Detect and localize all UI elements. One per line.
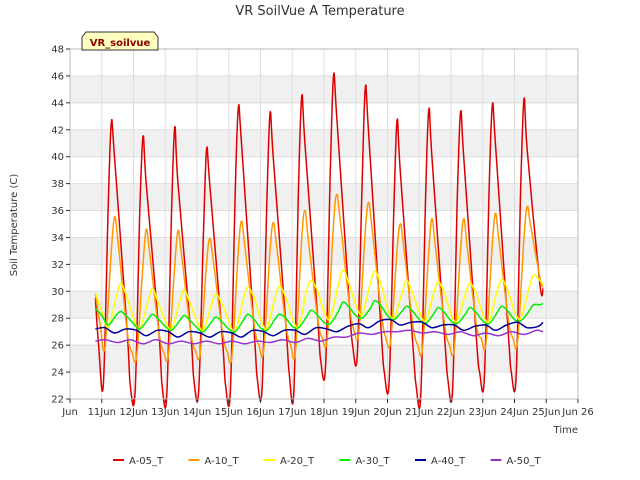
x-tick-label: 16Jun [246, 407, 274, 418]
y-axis-label: Soil Temperature (C) [9, 174, 20, 277]
legend-label: A-30_T [356, 456, 391, 467]
series-line-a-10-t [94, 193, 544, 364]
x-tick-label: 21Jun [405, 407, 433, 418]
x-tick-label: 24Jun [500, 407, 528, 418]
y-tick-label: 26 [51, 341, 64, 352]
y-tick-label: 22 [51, 395, 64, 406]
legend-label: A-20_T [280, 456, 315, 467]
y-tick-label: 48 [51, 45, 64, 56]
y-tick-label: 40 [51, 152, 64, 163]
series-line-a-40-t [95, 318, 544, 338]
x-tick-label: 11Jun [88, 407, 116, 418]
x-axis-label: Time [553, 425, 578, 436]
station-badge: VR_soilvue [81, 31, 159, 51]
x-tick-label: 17Jun [278, 407, 306, 418]
chart-title: VR SoilVue A Temperature [235, 4, 404, 19]
series-line-a-50-t [95, 329, 544, 345]
x-axis-ticks: Jun 11Jun 12Jun 13Jun 14Jun 15Jun 16Jun 17Jun 18… [61, 399, 594, 418]
legend-label: A-50_T [507, 456, 542, 467]
badge-label: VR_soilvue [90, 38, 151, 49]
x-tick-label: 15Jun [215, 407, 243, 418]
y-tick-label: 32 [51, 260, 64, 271]
legend-label: A-05_T [129, 456, 164, 467]
x-tick-label: 13Jun [151, 407, 179, 418]
series-line-a-30-t [94, 299, 544, 333]
series-line-a-05-t [94, 72, 544, 410]
x-tick-label: 19Jun [342, 407, 370, 418]
series-line-a-20-t [94, 269, 544, 334]
x-tick-label: 25Jun [532, 407, 560, 418]
x-tick-label: 20Jun [373, 407, 401, 418]
y-tick-label: 36 [51, 206, 64, 217]
y-tick-label: 42 [51, 125, 64, 136]
x-tick-label: 23Jun [469, 407, 497, 418]
x-tick-label: 14Jun [183, 407, 211, 418]
y-tick-label: 34 [51, 233, 64, 244]
x-tick-label: Jun 26 [561, 407, 594, 418]
y-tick-label: 44 [51, 98, 64, 109]
legend: A-05_T A-10_T A-20_T A-30_T A-40_T A-50_T [113, 456, 541, 467]
x-tick-label: Jun [61, 407, 78, 418]
legend-label: A-40_T [431, 456, 466, 467]
y-tick-label: 38 [51, 179, 64, 190]
x-tick-label: 18Jun [310, 407, 338, 418]
y-tick-label: 28 [51, 314, 64, 325]
y-axis-ticks: 22 24 26 28 30 32 34 36 38 40 42 44 46 48 [51, 45, 70, 406]
y-tick-label: 30 [51, 287, 64, 298]
legend-label: A-10_T [205, 456, 240, 467]
badge-box [81, 31, 159, 51]
x-tick-label: 22Jun [437, 407, 465, 418]
y-tick-label: 24 [51, 368, 64, 379]
series-layer [94, 72, 544, 410]
y-tick-label: 46 [51, 71, 64, 82]
x-tick-label: 12Jun [119, 407, 147, 418]
